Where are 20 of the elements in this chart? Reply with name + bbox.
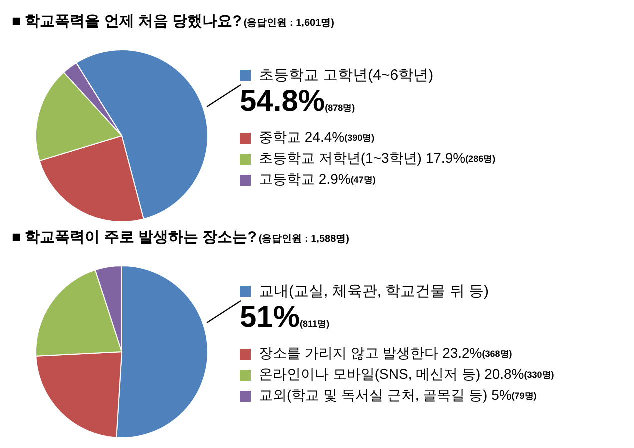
legend-label: 온라인이나 모바일(SNS, 메신저 등) xyxy=(259,366,481,382)
legend-label: 초등학교 고학년(4~6학년) xyxy=(259,66,434,85)
legend-label: 중학교 xyxy=(259,129,301,145)
data-label: 24.4%(390명) xyxy=(304,129,375,145)
data-label: 23.2%(368명) xyxy=(442,345,512,361)
legend-label: 교내(교실, 체육관, 학교건물 뒤 등) xyxy=(259,282,489,301)
chart-subtitle: (응답인원 : 1,601명) xyxy=(244,18,334,29)
data-label: 17.9%(286명) xyxy=(426,150,496,166)
chart-title: ■ 학교폭력이 주로 발생하는 장소는? xyxy=(12,229,257,246)
data-label: 20.8%(330명) xyxy=(484,366,554,382)
data-label: 2.9%(47명) xyxy=(318,171,376,187)
legend-label: 고등학교 xyxy=(259,171,315,187)
chart-subtitle: (응답인원 : 1,588명) xyxy=(258,234,350,245)
legend-label: 장소를 가리지 않고 발생한다 xyxy=(259,345,439,361)
data-label: 5%(79명) xyxy=(492,387,537,403)
data-label: 51%(811명) xyxy=(240,301,330,334)
legend-label: 교외(학교 및 독서실 근처, 골목길 등) xyxy=(259,387,488,403)
legend-label: 초등학교 저학년(1~3학년) xyxy=(259,150,422,166)
data-label: 54.8%(878명) xyxy=(240,85,356,118)
chart-title: ■ 학교폭력을 언제 처음 당했나요? xyxy=(12,13,242,30)
